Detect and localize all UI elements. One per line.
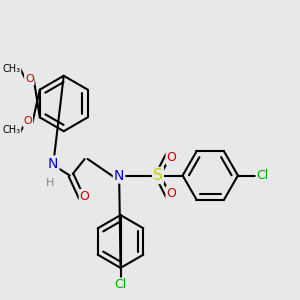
- Text: O: O: [80, 190, 90, 203]
- Text: O: O: [167, 187, 176, 200]
- Text: CH₃: CH₃: [2, 64, 20, 74]
- Text: N: N: [48, 157, 58, 170]
- Text: O: O: [25, 74, 34, 85]
- Text: N: N: [114, 169, 124, 182]
- Text: H: H: [46, 178, 55, 188]
- Text: Cl: Cl: [256, 169, 269, 182]
- Text: O: O: [167, 151, 176, 164]
- Text: O: O: [23, 116, 32, 127]
- Text: Cl: Cl: [114, 278, 127, 292]
- Text: S: S: [153, 168, 163, 183]
- Text: CH₃: CH₃: [2, 125, 20, 136]
